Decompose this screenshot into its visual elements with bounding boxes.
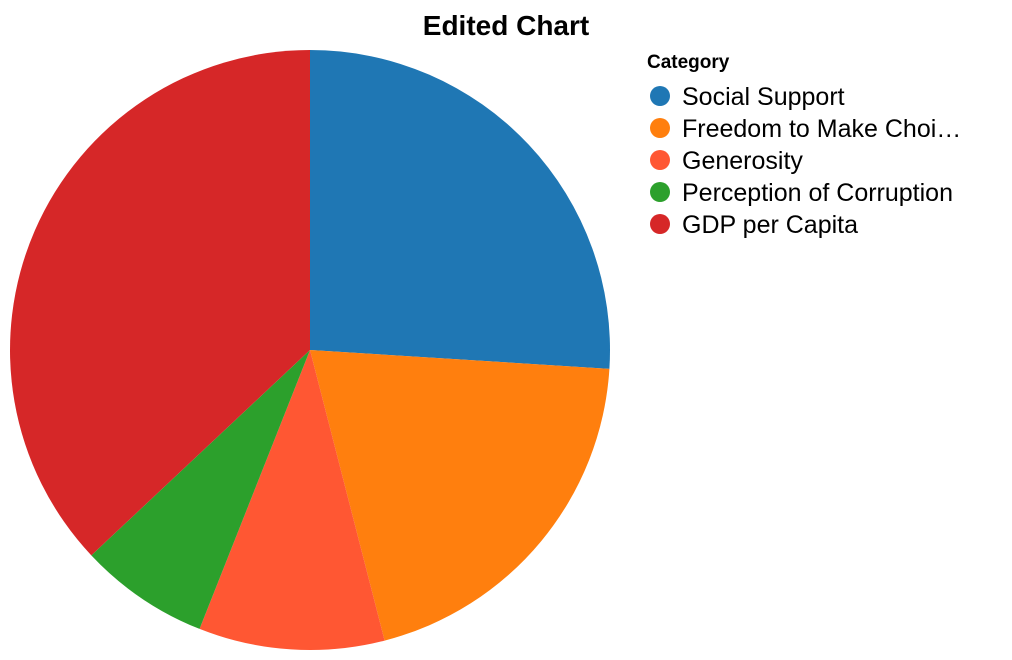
legend-items: Social Support Freedom to Make Choi… Gener… <box>650 83 961 239</box>
pie-slices <box>10 50 611 650</box>
chart-title: Edited Chart <box>423 10 589 41</box>
legend-label-4: Perception of Corruption <box>682 179 953 207</box>
legend-label-2: Freedom to Make Choi… <box>682 115 961 143</box>
legend-swatch-3 <box>650 150 670 170</box>
pie-slice-3[interactable] <box>199 350 385 650</box>
legend-label-5: GDP per Capita <box>682 211 858 239</box>
pie-slice-5[interactable] <box>10 50 311 556</box>
legend-title: Category <box>647 52 730 73</box>
legend-swatch-2 <box>650 118 670 138</box>
pie-slice-1[interactable] <box>310 50 611 369</box>
legend-swatch-1 <box>650 86 670 106</box>
legend-swatch-4 <box>650 182 670 202</box>
legend-swatch-5 <box>650 214 670 234</box>
legend-label-3: Generosity <box>682 147 803 175</box>
legend-label-1: Social Support <box>682 83 845 111</box>
pie-slice-2[interactable] <box>310 350 610 641</box>
legend: Category Social Support Freedom to Make C… <box>647 52 961 239</box>
pie-slice-4[interactable] <box>91 350 310 629</box>
